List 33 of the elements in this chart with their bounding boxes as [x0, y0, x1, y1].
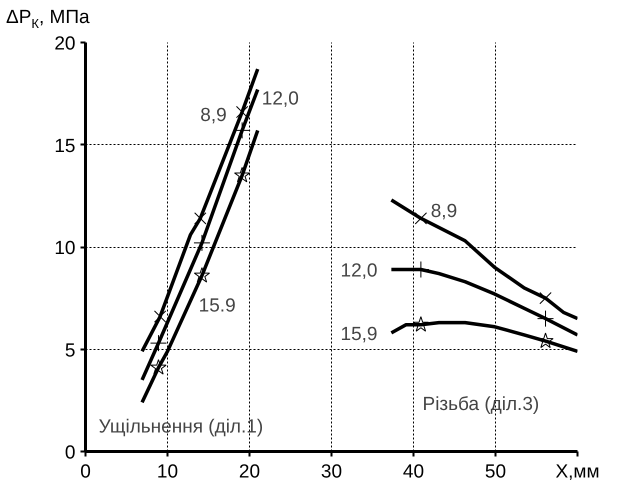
point	[194, 267, 210, 283]
point	[193, 234, 210, 252]
x-tick-label: 20	[238, 462, 260, 482]
point	[154, 310, 166, 323]
y-tick-label: 15	[54, 136, 76, 157]
point	[234, 166, 250, 182]
point	[414, 212, 428, 225]
x-tick-label: 10	[156, 462, 178, 482]
x-tick-label: 50	[484, 462, 506, 482]
point	[150, 334, 167, 352]
y-tick-label: 20	[54, 34, 76, 54]
x-axis-title: X,мм	[555, 462, 600, 482]
y-tick-label: 0	[64, 442, 76, 464]
x-tick-label: 40	[402, 462, 424, 482]
annotation: 15,9	[340, 324, 378, 345]
annotation: 8,9	[430, 201, 458, 222]
annotation: 12,0	[340, 260, 378, 282]
y-axis-title: ΔP$_{К}$, МПа	[6, 7, 90, 31]
annotation: Ущільнення (діл.1)	[98, 416, 264, 438]
annotation: 8,9	[200, 105, 227, 126]
annotation: Різьба (діл.3)	[422, 394, 540, 415]
annotation: 15.9	[198, 295, 236, 316]
point	[539, 292, 552, 304]
y-tick-label: 5	[64, 340, 76, 362]
x-tick-label: 30	[320, 462, 342, 482]
point	[537, 310, 554, 328]
x-tick-label: 0	[80, 462, 91, 482]
point	[150, 359, 167, 375]
point	[236, 106, 248, 118]
annotation: 12,0	[262, 88, 299, 110]
point	[194, 212, 206, 225]
point	[412, 316, 429, 332]
y-tick-label: 10	[54, 238, 76, 259]
